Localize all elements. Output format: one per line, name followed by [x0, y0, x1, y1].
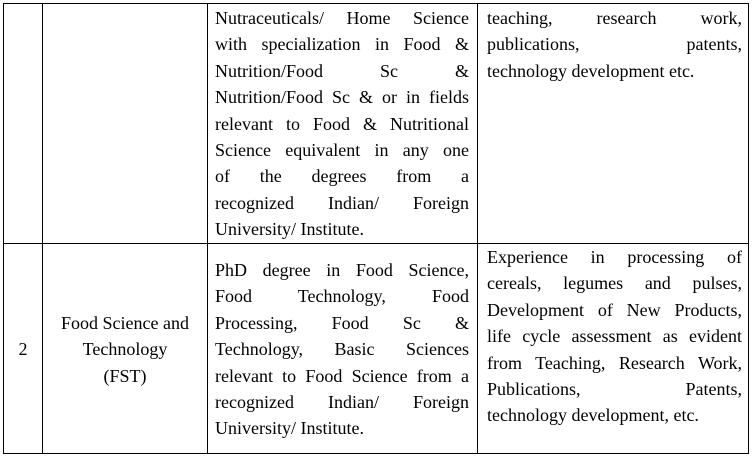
- text-line: Science equivalent in any one: [215, 139, 469, 160]
- row-2-discipline: Food Science and Technology (FST): [43, 310, 207, 389]
- text-line: recognized Indian/ Foreign: [215, 192, 469, 213]
- text-line: Technology: [82, 339, 168, 360]
- text-line: recognized Indian/ Foreign: [215, 391, 469, 412]
- text-line: PhD degree in Food Science,: [215, 260, 469, 280]
- text-line: Processing, Food Sc &: [215, 312, 469, 333]
- text-line: Nutrition/Food Sc &: [215, 60, 469, 81]
- text-line: University/ Institute.: [215, 418, 364, 439]
- text-line: relevant to Food Science from a: [215, 365, 469, 386]
- text-line: from Teaching, Research Work,: [487, 352, 742, 373]
- row-2-qualification: PhD degree in Food Science, Food Technolo…: [215, 257, 469, 442]
- text-line: publications, patents,: [487, 34, 742, 55]
- text-line: Nutrition/Food Sc & or in fields: [215, 87, 469, 108]
- row-1-qualification: Nutraceuticals/ Home Science with special…: [215, 5, 469, 243]
- text-line: technology development etc.: [487, 60, 695, 81]
- text-line: teaching, research work,: [487, 8, 742, 28]
- text-line: life cycle assessment as evident: [487, 326, 742, 347]
- column-divider: [207, 4, 208, 453]
- eligibility-table: Nutraceuticals/ Home Science with special…: [3, 3, 749, 454]
- text-line: of the degrees from a: [215, 166, 469, 187]
- text-line: Nutraceuticals/ Home Science: [215, 8, 469, 28]
- serial-number: 2: [18, 339, 28, 359]
- text-line: Food Technology, Food: [215, 286, 469, 307]
- text-line: cereals, legumes and pulses,: [487, 273, 742, 294]
- text-line: technology development, etc.: [487, 405, 699, 426]
- text-line: Publications, Patents,: [487, 378, 742, 399]
- row-divider: [4, 243, 748, 244]
- text-line: with specialization in Food &: [215, 34, 469, 55]
- column-divider: [42, 4, 43, 453]
- row-2-experience: Experience in processing of cereals, legu…: [487, 244, 742, 429]
- column-divider: [477, 4, 478, 453]
- text-line: Development of New Products,: [487, 299, 742, 320]
- text-line: relevant to Food & Nutritional: [215, 113, 469, 134]
- text-line: Technology, Basic Sciences: [215, 339, 469, 360]
- text-line: Food Science and: [61, 313, 189, 333]
- text-line: Experience in processing of: [487, 247, 742, 267]
- text-line: University/ Institute.: [215, 219, 364, 240]
- row-2-serial-number: 2: [4, 336, 42, 362]
- row-1-experience: teaching, research work, publications, pa…: [487, 5, 742, 84]
- text-line: (FST): [103, 365, 147, 386]
